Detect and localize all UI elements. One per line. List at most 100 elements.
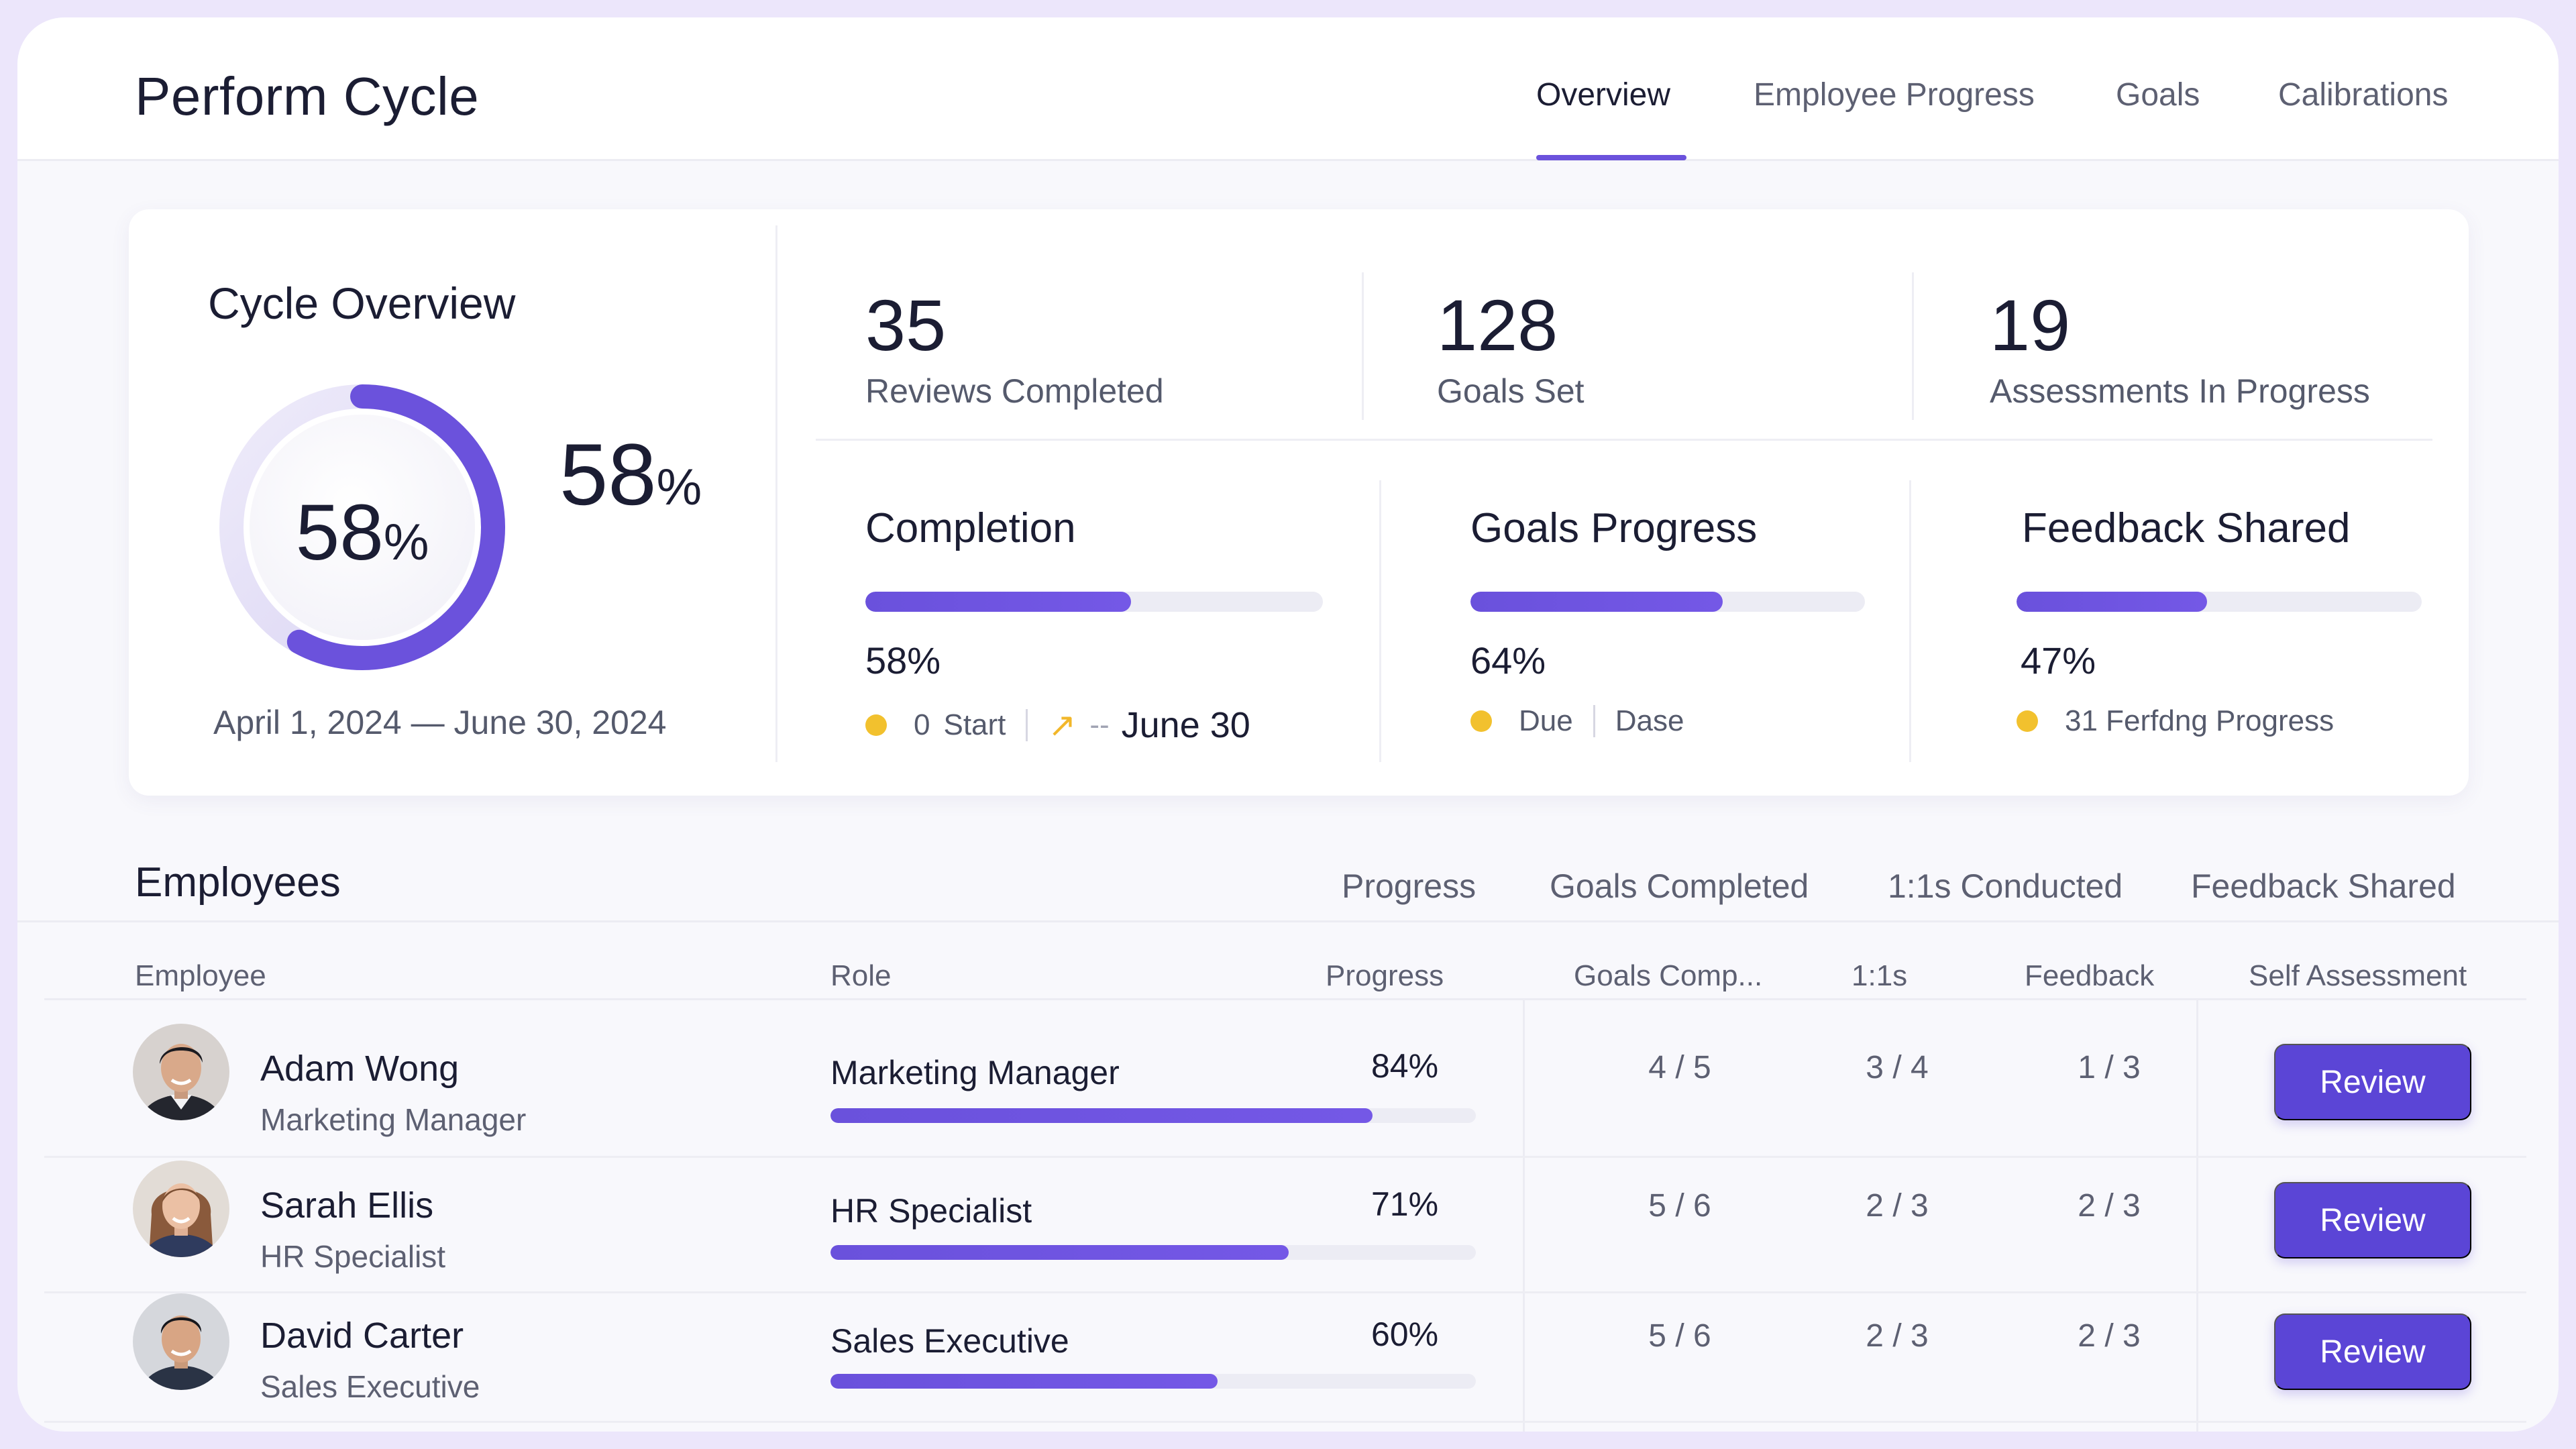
metric-divider [1379,480,1381,762]
cycle-overview-title: Cycle Overview [208,278,516,328]
stats-divider [816,439,2432,441]
employee-name[interactable]: Sarah Ellis [260,1185,434,1226]
goals-completed-cell: 5 / 6 [1648,1318,1711,1354]
status-dot-icon [865,714,887,736]
one-on-ones-cell: 2 / 3 [1866,1188,1929,1224]
employee-progress-percent: 60% [1371,1316,1439,1353]
stat-divider [1362,272,1364,420]
trend-arrow-icon: ↗ [1048,706,1077,744]
col-one-on-ones[interactable]: 1:1s [1851,959,1908,992]
app-title: Perform Cycle [135,66,480,126]
status-dot-icon [2017,710,2038,732]
completion-start-label: Start [943,708,1006,741]
active-tab-indicator [1536,155,1686,160]
overall-percent-sign: % [656,459,702,516]
feedback-shared-percent: 47% [2021,639,2096,682]
table-column-divider [1523,1000,1525,1432]
overall-completion-number: 58 [559,425,657,523]
goals-set-value: 128 [1437,284,1558,366]
goals-progress-bar [1470,592,1865,612]
one-on-ones-cell: 2 / 3 [1866,1318,1929,1354]
one-on-ones-cell: 3 / 4 [1866,1050,1929,1085]
assessments-in-progress-label: Assessments In Progress [1990,372,2370,410]
filter-one-on-ones-conducted[interactable]: 1:1s Conducted [1888,867,2123,905]
donut-inner [250,415,475,640]
filter-progress[interactable]: Progress [1342,867,1477,905]
completion-percent: 58% [865,639,941,682]
employee-progress-bar-fill [830,1108,1373,1123]
feedback-pending-label: 31 Ferfdng Progress [2065,704,2334,737]
meta-separator [1593,705,1595,737]
row-divider [44,1156,2526,1158]
review-button[interactable]: Review [2274,1182,2471,1258]
review-button[interactable]: Review [2274,1044,2471,1120]
goals-progress-percent: 64% [1470,639,1546,682]
reviews-completed-value: 35 [865,284,947,366]
assessments-in-progress-value: 19 [1990,284,2071,366]
employee-title: Sales Executive [260,1369,480,1404]
completion-bar [865,592,1323,612]
avatar-sarah-ellis[interactable] [133,1161,229,1257]
employee-role: Sales Executive [830,1322,1069,1360]
col-self-assessment[interactable]: Self Assessment [2249,959,2467,992]
goals-due-label: Due [1519,704,1573,737]
completion-title: Completion [865,505,1076,551]
tab-goals[interactable]: Goals [2116,77,2200,113]
employee-progress-bar [830,1108,1476,1123]
employee-progress-percent: 71% [1371,1185,1439,1223]
goals-progress-bar-fill [1470,592,1723,612]
employee-role: Marketing Manager [830,1054,1120,1091]
stat-divider [1912,272,1914,420]
table-column-divider [2196,1000,2198,1432]
tab-employee-progress[interactable]: Employee Progress [1754,77,2035,113]
app-window: Perform Cycle Overview Employee Progress… [17,17,2559,1432]
feedback-shared-bar-fill [2017,592,2207,612]
col-feedback[interactable]: Feedback [2025,959,2155,992]
avatar-adam-wong[interactable] [133,1024,229,1120]
employee-progress-percent: 84% [1371,1047,1439,1085]
col-employee[interactable]: Employee [135,959,266,992]
goals-progress-meta: Due Dase [1470,704,1684,738]
completion-start-count: 0 [914,708,930,741]
reviews-completed-label: Reviews Completed [865,372,1164,410]
goals-completed-cell: 5 / 6 [1648,1188,1711,1224]
feedback-shared-title: Feedback Shared [2022,505,2351,551]
employee-progress-bar [830,1374,1476,1389]
table-header-divider [44,998,2526,1000]
cycle-overview-card [129,209,2469,796]
metric-divider [1909,480,1911,762]
employee-title: Marketing Manager [260,1102,527,1137]
meta-separator [1026,709,1028,741]
goals-completed-cell: 4 / 5 [1648,1050,1711,1085]
row-divider [44,1421,2526,1423]
employee-title: HR Specialist [260,1239,446,1274]
row-divider [44,1291,2526,1293]
completion-bar-fill [865,592,1131,612]
feedback-cell: 2 / 3 [2078,1318,2141,1354]
goals-dase-label: Dase [1615,704,1684,737]
employee-progress-bar-fill [830,1245,1289,1260]
col-goals-completed[interactable]: Goals Comp... [1574,959,1763,992]
feedback-cell: 1 / 3 [2078,1050,2141,1085]
status-dot-icon [1470,710,1492,732]
col-role[interactable]: Role [830,959,892,992]
completion-meta: 0 Start ↗ -- June 30 [865,704,1250,746]
avatar-david-carter[interactable] [133,1293,229,1390]
tab-overview[interactable]: Overview [1536,77,1671,113]
feedback-shared-bar [2017,592,2422,612]
feedback-shared-meta: 31 Ferfdng Progress [2017,704,2334,738]
review-button[interactable]: Review [2274,1313,2471,1390]
goals-progress-title: Goals Progress [1470,505,1758,551]
employee-name[interactable]: David Carter [260,1316,464,1356]
employees-title: Employees [135,859,341,906]
col-progress[interactable]: Progress [1326,959,1444,992]
employee-progress-bar [830,1245,1476,1260]
employee-role: HR Specialist [830,1192,1032,1230]
employee-name[interactable]: Adam Wong [260,1049,460,1089]
overall-completion-value: 58% [559,424,702,525]
card-divider [775,225,777,762]
filter-feedback-shared[interactable]: Feedback Shared [2191,867,2456,905]
tab-calibrations[interactable]: Calibrations [2278,77,2449,113]
goals-set-label: Goals Set [1437,372,1585,410]
filter-goals-completed[interactable]: Goals Completed [1550,867,1809,905]
